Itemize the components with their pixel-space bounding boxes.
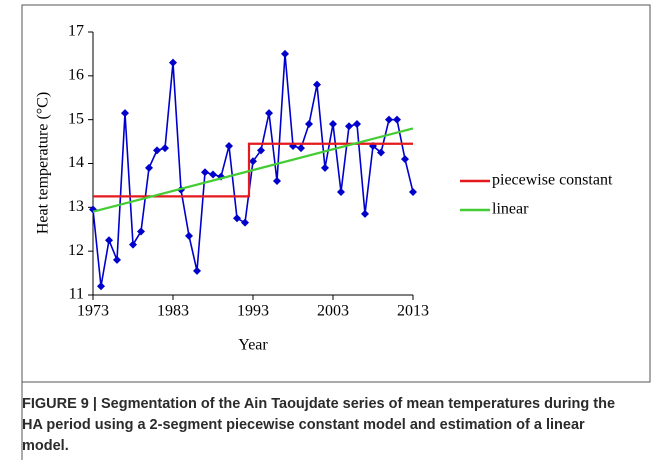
data-point [249,157,257,166]
y-tick-label: 13 [68,198,84,215]
chart-frame [21,4,651,383]
data-point [401,155,409,164]
data-point [145,163,153,172]
y-tick-label: 17 [68,23,84,40]
data-point [113,255,121,264]
data-point [185,231,193,240]
data-point [273,177,281,186]
data-point [209,170,217,179]
data-point [169,58,177,67]
x-tick-label: 2013 [397,303,429,320]
data-point [97,282,105,291]
data-point [321,163,329,172]
data-point [137,227,145,236]
series-line [92,127,414,213]
y-tick-label: 15 [68,110,84,127]
data-point [121,109,129,118]
data-point [193,266,201,275]
x-tick-label: 1973 [77,303,109,320]
data-point [313,80,321,89]
data-point [225,141,233,150]
caption: FIGURE 9 | Segmentation of the Ain Taouj… [22,396,616,454]
data-point [329,120,337,129]
x-tick-label: 2003 [317,303,349,320]
data-point [105,236,113,245]
data-point [353,120,361,129]
x-tick-label: 1993 [237,303,269,320]
x-axis-label: Year [238,337,268,354]
data-point [201,168,209,177]
data-point [377,148,385,157]
y-tick-label: 16 [68,67,84,84]
data-point [385,115,393,124]
y-axis-label: Heat temperature (°C) [35,92,52,234]
data-point [233,214,241,223]
data-point [89,205,97,214]
y-tick-label: 14 [68,154,84,171]
data-point [345,122,353,131]
data-point [153,146,161,155]
data-point [337,187,345,196]
data-point [305,120,313,129]
data-point [129,240,137,249]
y-tick-label: 11 [69,286,84,303]
data-point [361,209,369,218]
data-point [257,146,265,155]
data-point [297,144,305,153]
data-point [281,49,289,58]
data-point [241,218,249,227]
data-point [161,144,169,153]
legend-label: linear [492,201,529,218]
data-point [409,187,417,196]
data-point [265,109,273,118]
legend-label: piecewise constant [492,172,613,189]
data-point [393,115,401,124]
x-tick-label: 1983 [157,303,189,320]
y-tick-label: 12 [68,242,84,259]
